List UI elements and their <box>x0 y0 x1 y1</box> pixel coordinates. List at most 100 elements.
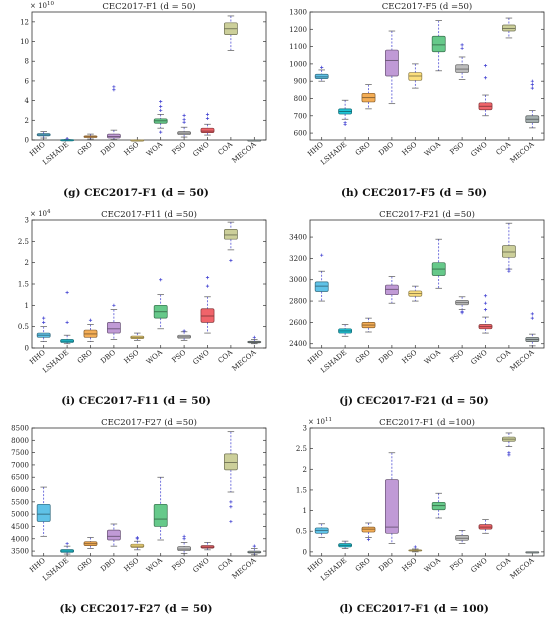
boxplot-svg: CEC2017-F1 (d =100) × 1011 0 0.5 1 1.5 2 2.5 3 HH… <box>296 417 545 583</box>
y-tick-label: 0 <box>303 548 307 556</box>
outlier-marker <box>182 534 186 538</box>
outlier-marker <box>229 505 233 509</box>
y-tick-label: 2 <box>303 466 307 474</box>
y-tick-label: 3500 <box>11 548 29 556</box>
x-tick-label: PSO <box>449 348 466 364</box>
plot-frame <box>309 11 545 141</box>
x-tick-label: LSHADE <box>319 556 348 582</box>
x-tick-label: HHO <box>28 348 47 366</box>
x-tick-label: HHO <box>306 348 325 366</box>
axis-exponent: × 104 <box>30 209 51 218</box>
x-tick-label: MECOA <box>231 556 259 581</box>
x-tick-label: DBO <box>99 348 117 365</box>
x-tick-label: GRO <box>76 556 94 573</box>
x-tick-label: HHO <box>28 140 47 158</box>
outlier-marker <box>460 46 464 50</box>
outlier-marker <box>483 294 488 298</box>
outlier-marker <box>460 43 464 47</box>
outlier-marker <box>252 335 256 339</box>
y-tick-label: 0 <box>25 137 29 145</box>
x-tick-label: PSO <box>171 348 188 364</box>
x-tick-label: COA <box>495 556 513 573</box>
x-tick-label: PSO <box>171 556 188 572</box>
outlier-marker <box>229 500 233 504</box>
outlier-marker <box>205 116 210 120</box>
outlier-marker <box>112 85 116 89</box>
outlier-marker <box>483 301 488 305</box>
box <box>36 503 51 522</box>
x-tick-label: GWO <box>469 140 489 158</box>
y-tick-label: 5000 <box>11 511 29 519</box>
outlier-marker <box>159 278 163 282</box>
y-tick-label: 2800 <box>289 298 307 306</box>
y-tick-label: 4500 <box>11 523 29 531</box>
y-tick-label: 700 <box>294 112 307 120</box>
y-tick-label: 2600 <box>289 319 307 327</box>
outlier-marker <box>88 318 93 322</box>
outlier-marker <box>182 329 186 333</box>
x-tick-label: GWO <box>191 556 211 574</box>
x-tick-label: GRO <box>76 140 94 157</box>
x-tick-label: MECOA <box>509 348 537 373</box>
x-tick-label: COA <box>495 348 513 365</box>
boxplot-svg: CEC2017-F1 (d = 50) × 1010 0 2 4 6 8 10 12 HHOLSH… <box>20 1 267 167</box>
x-tick-label: LSHADE <box>41 348 70 374</box>
x-tick-label: WOA <box>145 140 165 158</box>
plot-frame <box>31 427 267 557</box>
outlier-marker <box>159 108 163 113</box>
y-tick-label: 1200 <box>289 26 307 34</box>
outlier-marker <box>112 303 116 307</box>
outlier-marker <box>252 544 256 548</box>
y-tick-label: 0 <box>25 345 29 353</box>
chart-title: CEC2017-F5 (d =50) <box>382 1 472 12</box>
boxplot-svg: CEC2017-F27 (d =50) 3500 4000 4500 5000 5500 6… <box>11 417 267 583</box>
caption: (l) CEC2017-F1 (d = 100) <box>339 603 489 615</box>
plot-frame <box>309 219 545 349</box>
y-tick-label: 10 <box>20 38 29 46</box>
chart-panel-i: CEC2017-F11 (d =50) × 104 0 0.5 1 1.5 2 2.5 3 HHO… <box>2 208 270 413</box>
y-tick-label: 3400 <box>289 234 307 242</box>
x-tick-label: PSO <box>171 140 188 156</box>
chart-panel-k: CEC2017-F27 (d =50) 3500 4000 4500 5000 5500 6… <box>2 416 270 621</box>
caption: (i) CEC2017-F11 (d = 50) <box>61 395 211 407</box>
chart-panel-g: CEC2017-F1 (d = 50) × 1010 0 2 4 6 8 10 12 HHO LSH… <box>2 0 270 205</box>
axis-exponent: × 1011 <box>308 417 332 426</box>
y-tick-label: 1.5 <box>18 281 29 289</box>
x-tick-label: COA <box>217 556 235 573</box>
chart-title: CEC2017-F1 (d = 50) <box>102 1 195 12</box>
x-tick-label: HSO <box>123 348 141 365</box>
x-tick-label: PSO <box>449 140 466 156</box>
chart-title: CEC2017-F1 (d =100) <box>379 417 475 428</box>
outlier-marker <box>65 320 69 324</box>
y-tick-label: 2 <box>25 117 29 125</box>
y-tick-label: 7000 <box>11 461 29 469</box>
outlier-marker <box>320 253 324 257</box>
y-tick-label: 7500 <box>11 449 29 457</box>
y-tick-label: 0.5 <box>296 528 307 536</box>
y-tick-label: 3 <box>303 425 307 433</box>
y-tick-label: 5500 <box>11 498 29 506</box>
x-tick-label: PSO <box>449 556 466 572</box>
x-tick-label: COA <box>217 140 235 157</box>
box <box>384 479 399 534</box>
x-tick-label: DBO <box>99 556 117 573</box>
outlier-marker <box>483 308 488 312</box>
x-tick-label: COA <box>495 140 513 157</box>
x-tick-label: GWO <box>191 140 211 158</box>
chart-title: CEC2017-F27 (d =50) <box>101 417 197 428</box>
y-tick-label: 1 <box>303 507 307 515</box>
x-tick-label: LSHADE <box>319 348 348 374</box>
y-tick-label: 12 <box>20 18 29 26</box>
outlier-marker <box>42 320 46 324</box>
outlier-marker <box>507 453 511 457</box>
x-tick-label: GWO <box>469 556 489 574</box>
y-tick-label: 4000 <box>11 535 29 543</box>
x-tick-label: WOA <box>145 556 165 574</box>
outlier-marker <box>159 104 163 109</box>
x-tick-label: WOA <box>423 348 443 366</box>
outlier-marker <box>507 269 511 273</box>
x-tick-label: LSHADE <box>319 140 348 166</box>
box <box>200 127 215 133</box>
x-tick-label: DBO <box>377 348 395 365</box>
y-tick-label: 1.5 <box>296 486 307 494</box>
